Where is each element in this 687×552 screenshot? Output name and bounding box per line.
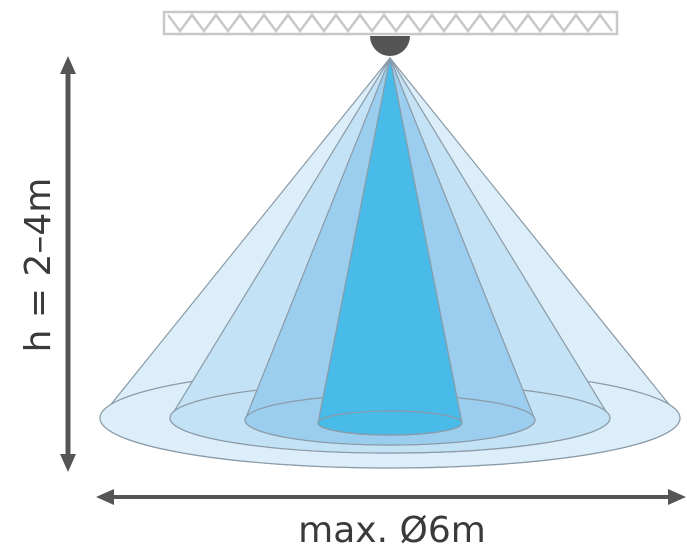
detection-cones: [99, 56, 681, 469]
sensor: [370, 36, 410, 56]
truss: [162, 10, 619, 36]
diameter-label: max. Ø6m: [298, 510, 486, 551]
diameter-arrow: [96, 489, 686, 505]
height-label: h = 2–4m: [18, 178, 59, 353]
height-arrow: [60, 56, 76, 472]
